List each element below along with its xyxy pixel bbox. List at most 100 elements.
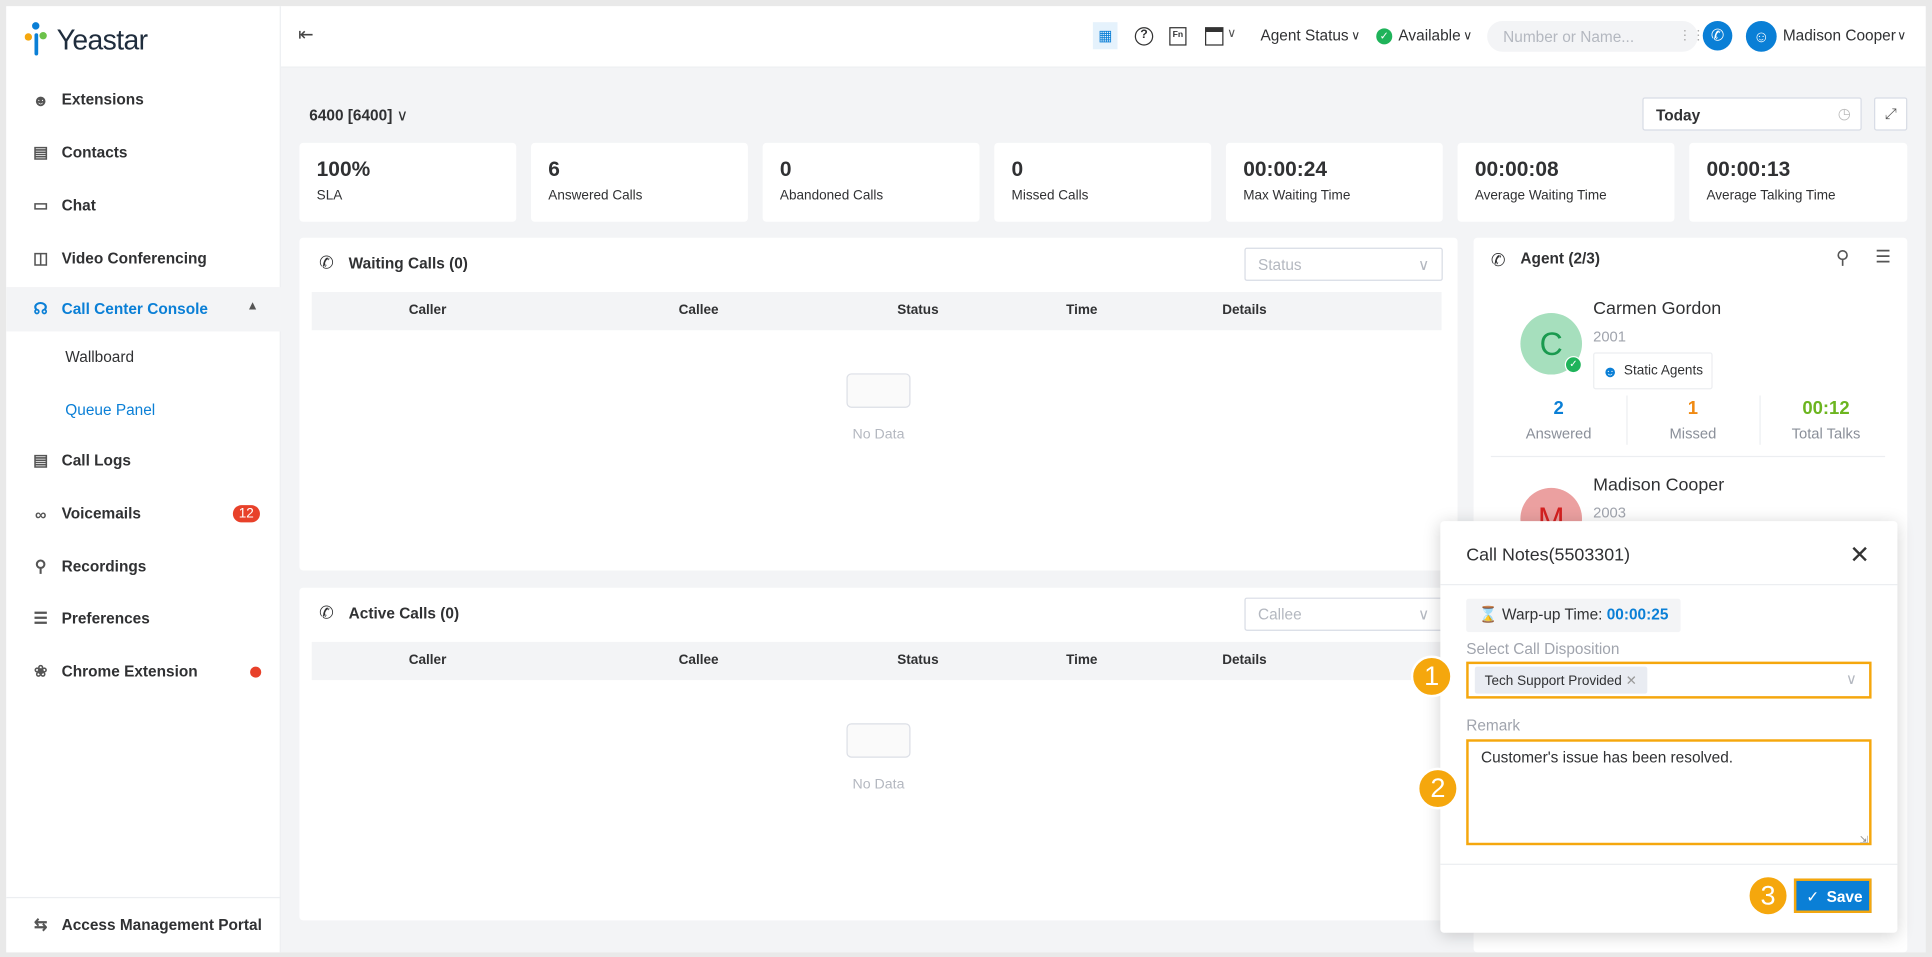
empty-text: No Data [852,777,905,793]
status-filter-select[interactable]: Status ∨ [1244,247,1443,281]
stat-label: SLA [316,188,343,204]
remark-label: Remark [1466,717,1521,735]
sidebar-item-label: Video Conferencing [61,250,207,268]
column-header: Time [1066,653,1098,668]
collapse-sidebar-icon[interactable]: ⇤ [298,24,314,46]
sidebar-item-preferences[interactable]: ☰ Preferences [6,598,281,640]
save-button[interactable]: ✓ Save [1793,878,1872,913]
sidebar-item-extensions[interactable]: ☻ Extensions [6,79,281,121]
remove-tag-icon[interactable]: ✕ [1625,673,1637,689]
sidebar-item-chat[interactable]: ▭ Chat [6,185,281,227]
sidebar-item-chrome-extension[interactable]: ❀ Chrome Extension [6,651,281,693]
agent-phone-icon: ✆ [1490,250,1506,270]
wrapup-label: Warp-up Time: [1502,606,1603,624]
available-check-icon: ✓ [1376,27,1393,44]
help-icon[interactable]: ? [1134,27,1154,46]
select-placeholder: Callee [1257,606,1302,624]
disposition-select[interactable]: Tech Support Provided ✕ ∨ [1466,661,1872,699]
access-management-portal-link[interactable]: ⇆ Access Management Portal [6,904,281,946]
callee-filter-select[interactable]: Callee ∨ [1244,597,1443,631]
stat-number: 1 [1687,397,1699,419]
remark-textarea[interactable]: Customer's issue has been resolved. ⇲ [1466,739,1872,846]
sidebar-subitem-wallboard[interactable]: Wallboard [65,348,135,366]
availability-label: Available [1398,27,1461,45]
voicemail-count-badge: 12 [232,505,260,523]
date-range-picker[interactable]: Today ◷ [1642,97,1862,131]
sidebar-item-video-conferencing[interactable]: ◫ Video Conferencing [6,238,281,280]
column-header: Time [1066,303,1098,318]
stat-label: Missed Calls [1011,188,1089,204]
waiting-call-icon: ✆ [319,252,334,273]
stat-card-avg-waiting: 00:00:08 Average Waiting Time [1457,142,1675,222]
date-range-value: Today [1655,107,1701,125]
app-window: Yeastar ☻ Extensions ▤ Contacts ▭ Chat ◫ Vid… [6,6,1926,953]
yeastar-logo[interactable]: Yeastar [24,21,148,58]
agent-avatar: C [1520,312,1583,375]
stat-value: 0 [1011,157,1024,182]
stat-label: Average Waiting Time [1474,188,1607,204]
queue-selector[interactable]: 6400 [6400] ∨ [309,106,408,124]
sidebar-item-voicemails[interactable]: ∞ Voicemails 12 [6,493,281,535]
wrapup-time-pill: ⌛ Warp-up Time: 00:00:25 [1466,598,1681,633]
sidebar-subitem-queue-panel[interactable]: Queue Panel [65,401,156,419]
sidebar: Yeastar ☻ Extensions ▤ Contacts ▭ Chat ◫ Vid… [6,6,281,953]
user-menu[interactable]: Madison Cooper ∨ [1783,27,1906,44]
panel-title: Active Calls (0) [348,604,460,623]
empty-inbox-icon [846,373,911,408]
list-view-icon[interactable]: ☰ [1875,246,1891,267]
video-conferencing-icon: ◫ [33,248,49,268]
user-avatar[interactable]: ☺ [1745,20,1777,52]
sidebar-item-call-center-console[interactable]: ☊ Call Center Console ▲ [6,287,281,332]
agent-name: Carmen Gordon [1593,299,1722,320]
stat-label: Missed [1669,425,1717,443]
waiting-calls-panel: ✆ Waiting Calls (0) Status ∨ Caller Calle… [299,237,1458,571]
contacts-icon: ▤ [33,142,49,162]
empty-inbox-icon [846,723,911,758]
remark-value: Customer's issue has been resolved. [1480,749,1734,767]
sidebar-item-call-logs[interactable]: ▤ Call Logs [6,440,281,482]
stat-label: Total Talks [1791,425,1861,443]
chevron-down-icon: ∨ [1351,28,1361,43]
call-button[interactable]: ✆ [1702,20,1733,51]
agent-answered-stat: 2 Answered [1492,398,1625,442]
function-keys-icon[interactable]: Fn [1169,27,1187,46]
wrapup-value: 00:00:25 [1606,606,1669,624]
step-marker-3: 3 [1747,874,1790,917]
sidebar-item-label: Access Management Portal [61,916,262,934]
stat-card-sla: 100% SLA [299,142,517,222]
agent-status-dropdown[interactable]: Agent Status ∨ [1260,27,1360,44]
stat-label: Average Talking Time [1706,188,1836,204]
window-layout-icon[interactable] [1204,27,1224,46]
sidebar-item-recordings[interactable]: ⚲ Recordings [6,546,281,588]
divider [1626,395,1628,445]
column-header: Status [897,303,939,318]
agent-type-tag: ☻ Static Agents [1593,352,1713,390]
stat-card-abandoned: 0 Abandoned Calls [762,142,980,222]
qr-code-icon[interactable]: ▦ [1092,22,1118,50]
stat-label: Abandoned Calls [779,188,884,204]
chevron-down-icon[interactable]: ∨ [1227,27,1237,41]
resize-handle-icon[interactable]: ⇲ [1859,834,1868,846]
availability-dropdown[interactable]: ✓ Available ∨ [1376,27,1472,44]
fullscreen-button[interactable]: ⤢ [1874,97,1908,131]
chevron-down-icon: ∨ [1845,670,1857,688]
chevron-down-icon: ∨ [396,107,408,125]
sidebar-item-label: Contacts [61,144,128,162]
headset-icon: ☊ [33,299,48,318]
dial-search-input[interactable]: Number or Name... ⋮⋮ [1487,20,1705,52]
column-header: Status [897,653,939,668]
sidebar-item-label: Chat [61,197,96,215]
sidebar-item-contacts[interactable]: ▤ Contacts [6,132,281,174]
search-icon[interactable]: ⚲ [1835,247,1850,269]
stat-card-answered: 6 Answered Calls [531,142,748,222]
step-marker-1: 1 [1410,655,1453,698]
dialpad-icon[interactable]: ⋮⋮ [1678,28,1706,44]
call-notes-dialog: Call Notes(5503301) ✕ ⌛ Warp-up Time: 00… [1440,521,1898,933]
stat-card-avg-talking: 00:00:13 Average Talking Time [1689,142,1908,222]
column-header: Details [1222,653,1267,668]
stat-card-max-waiting: 00:00:24 Max Waiting Time [1225,142,1443,222]
close-icon[interactable]: ✕ [1849,542,1871,570]
select-placeholder: Status [1257,256,1302,274]
stat-number: 2 [1553,397,1564,419]
